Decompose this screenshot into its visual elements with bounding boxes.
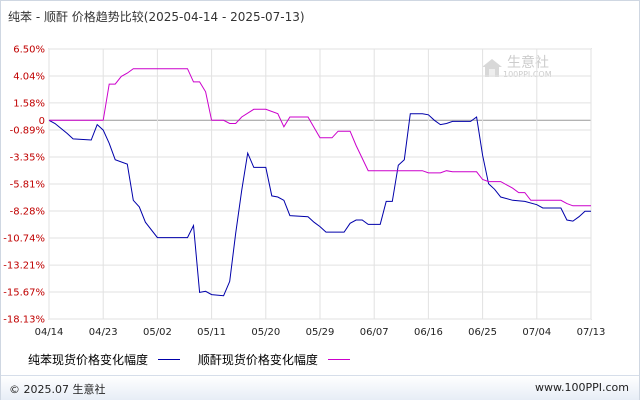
x-tick-label: 04/23 (89, 327, 118, 338)
x-tick-label: 06/25 (468, 327, 497, 338)
watermark-brand: 生意社 (507, 55, 549, 71)
legend: 纯苯现货价格变化幅度 顺酐现货价格变化幅度 (28, 351, 364, 368)
legend-label-maleic-anhydride: 顺酐现货价格变化幅度 (197, 353, 318, 367)
y-tick-label: -18.13% (3, 315, 45, 326)
y-tick-label: -13.21% (3, 261, 45, 272)
y-tick-label: -5.81% (10, 179, 45, 190)
y-tick-label: 4.04% (13, 71, 45, 82)
legend-label-benzene: 纯苯现货价格变化幅度 (28, 353, 149, 367)
series-line-benzene (48, 113, 591, 297)
y-tick-label: -15.67% (3, 288, 45, 299)
x-tick-label: 06/16 (414, 327, 443, 338)
y-tick-label: -0.89% (10, 126, 45, 137)
x-tick-label: 05/02 (143, 327, 172, 338)
y-axis: 6.50% 4.04% 1.58% 0-0.89% -3.35% -5.81% -8.28%… (3, 45, 45, 326)
copyright-text: © 2025.07 生意社 (9, 383, 106, 396)
line-chart: 6.50% 4.04% 1.58% 0-0.89% -3.35% -5.81% -8.28%… (3, 45, 606, 339)
series-line-maleic-anhydride (49, 68, 591, 207)
house-logo-icon (482, 58, 502, 77)
x-tick-label: 05/11 (197, 327, 226, 338)
x-tick-label: 07/13 (577, 327, 606, 338)
y-tick-label: -8.28% (10, 207, 45, 218)
y-tick-label: 0 (39, 116, 45, 127)
x-tick-label: 06/07 (360, 327, 389, 338)
series-lines (48, 68, 591, 297)
watermark-url: 100PPI.COM (503, 70, 552, 79)
y-tick-label: -3.35% (10, 152, 45, 163)
x-axis: 04/14 04/23 05/02 05/11 05/20 05/29 06/07 06/16… (35, 327, 606, 338)
site-link[interactable]: www.100PPI.com (535, 381, 629, 394)
y-tick-label: -10.74% (3, 233, 45, 244)
y-tick-label: 6.50% (13, 45, 45, 56)
x-tick-label: 05/20 (251, 327, 280, 338)
x-tick-label: 07/04 (522, 327, 551, 338)
y-tick-label: 1.58% (13, 98, 45, 109)
watermark: 生意社 100PPI.COM (481, 56, 552, 79)
x-tick-label: 04/14 (35, 327, 64, 338)
legend-item-maleic-anhydride: 顺酐现货价格变化幅度 (198, 351, 350, 368)
legend-swatch-maleic-anhydride (327, 359, 350, 360)
chart-title: 纯苯 - 顺酐 价格趋势比较(2025-04-14 - 2025-07-13) (8, 10, 305, 24)
grid (48, 48, 592, 320)
x-tick-label: 05/29 (306, 327, 335, 338)
footer: © 2025.07 生意社 www.100PPI.com (1, 375, 639, 400)
legend-item-benzene: 纯苯现货价格变化幅度 (28, 351, 181, 368)
legend-swatch-benzene (158, 359, 181, 360)
